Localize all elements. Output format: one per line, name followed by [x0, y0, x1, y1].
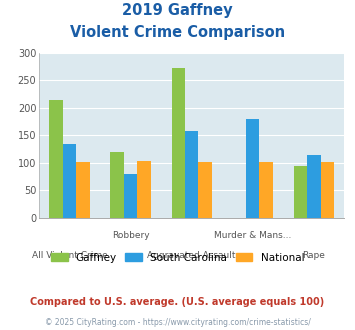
Bar [124, 174, 137, 218]
Bar [76, 162, 90, 218]
Bar [110, 152, 124, 218]
Bar [321, 162, 334, 218]
Text: All Violent Crime: All Violent Crime [32, 251, 108, 260]
Bar [137, 161, 151, 218]
Legend: Gaffney, South Carolina, National: Gaffney, South Carolina, National [47, 249, 308, 267]
Bar [49, 100, 63, 218]
Bar [198, 162, 212, 218]
Bar [294, 166, 307, 218]
Text: Robbery: Robbery [112, 231, 149, 240]
Bar [246, 119, 260, 218]
Text: Murder & Mans...: Murder & Mans... [214, 231, 291, 240]
Bar [63, 144, 76, 218]
Bar [307, 155, 321, 218]
Text: Rape: Rape [302, 251, 325, 260]
Text: 2019 Gaffney: 2019 Gaffney [122, 3, 233, 18]
Text: Compared to U.S. average. (U.S. average equals 100): Compared to U.S. average. (U.S. average … [31, 297, 324, 307]
Text: Aggravated Assault: Aggravated Assault [147, 251, 236, 260]
Bar [260, 162, 273, 218]
Bar [171, 68, 185, 218]
Bar [185, 131, 198, 218]
Text: © 2025 CityRating.com - https://www.cityrating.com/crime-statistics/: © 2025 CityRating.com - https://www.city… [45, 318, 310, 327]
Text: Violent Crime Comparison: Violent Crime Comparison [70, 25, 285, 40]
